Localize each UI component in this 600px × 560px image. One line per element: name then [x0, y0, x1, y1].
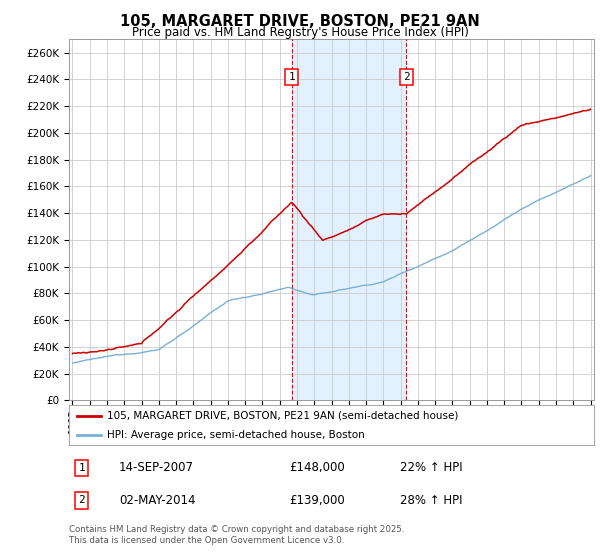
- Text: HPI: Average price, semi-detached house, Boston: HPI: Average price, semi-detached house,…: [107, 430, 365, 440]
- Text: 105, MARGARET DRIVE, BOSTON, PE21 9AN: 105, MARGARET DRIVE, BOSTON, PE21 9AN: [120, 14, 480, 29]
- Bar: [292, 39, 406, 400]
- Text: 14-SEP-2007: 14-SEP-2007: [119, 461, 194, 474]
- Text: 1: 1: [79, 463, 85, 473]
- Text: 2: 2: [403, 72, 410, 82]
- Text: 22% ↑ HPI: 22% ↑ HPI: [400, 461, 463, 474]
- Text: 1: 1: [289, 72, 295, 82]
- Text: £139,000: £139,000: [290, 494, 345, 507]
- Text: 2: 2: [79, 496, 85, 506]
- Text: Contains HM Land Registry data © Crown copyright and database right 2025.
This d: Contains HM Land Registry data © Crown c…: [69, 525, 404, 545]
- Text: 28% ↑ HPI: 28% ↑ HPI: [400, 494, 462, 507]
- Text: Price paid vs. HM Land Registry's House Price Index (HPI): Price paid vs. HM Land Registry's House …: [131, 26, 469, 39]
- Text: 105, MARGARET DRIVE, BOSTON, PE21 9AN (semi-detached house): 105, MARGARET DRIVE, BOSTON, PE21 9AN (s…: [107, 411, 458, 421]
- Text: 02-MAY-2014: 02-MAY-2014: [119, 494, 196, 507]
- Text: £148,000: £148,000: [290, 461, 345, 474]
